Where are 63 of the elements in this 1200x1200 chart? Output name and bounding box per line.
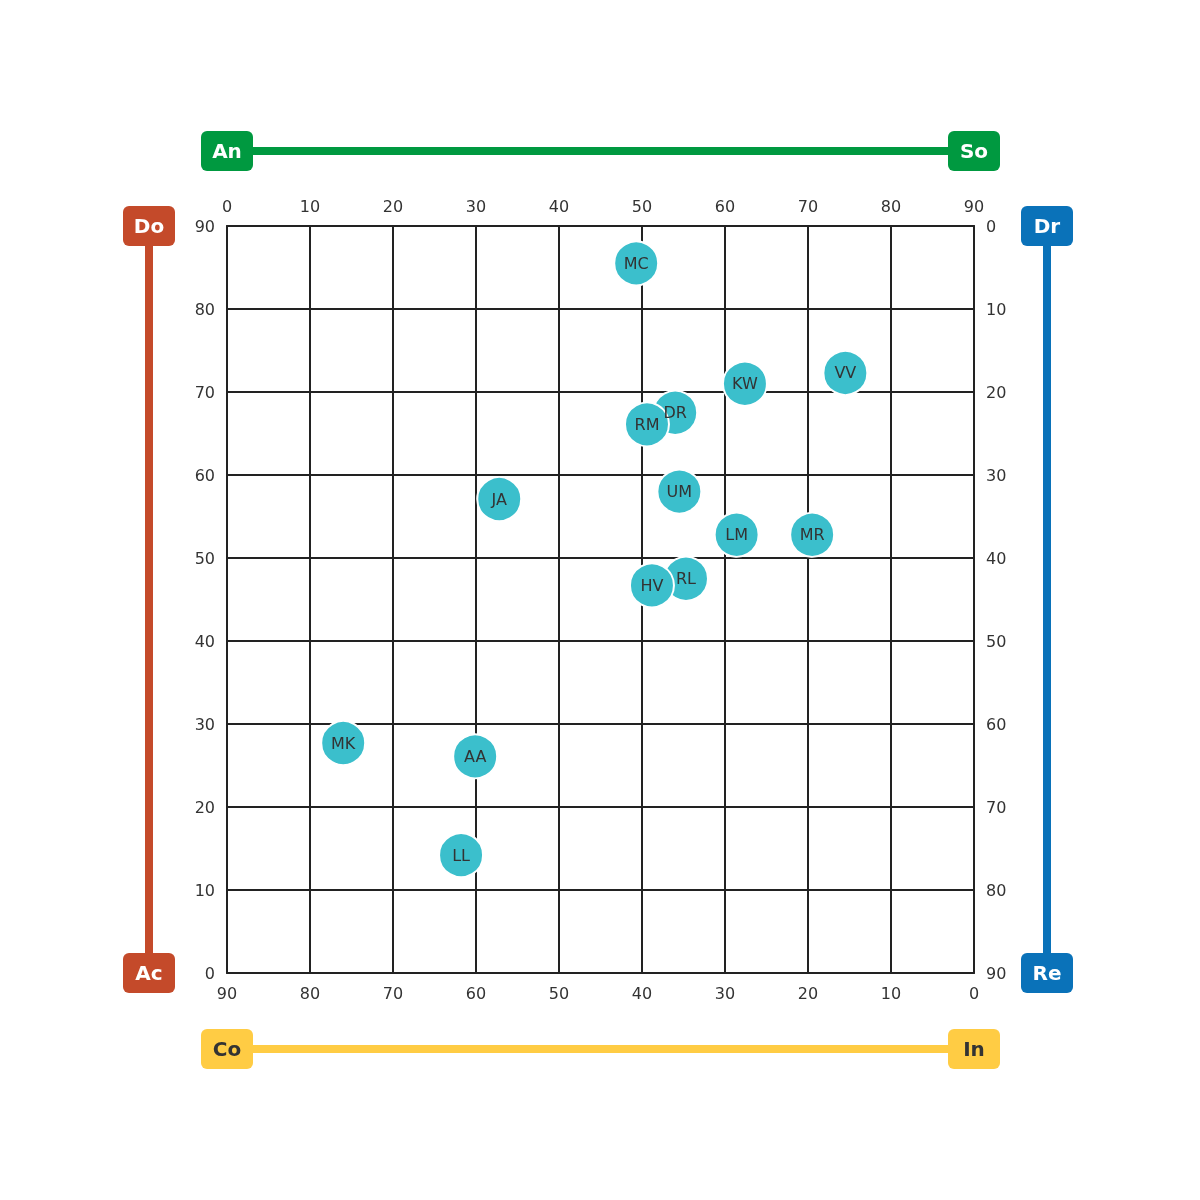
y2-tick-label: 50 — [986, 631, 1007, 651]
series-label: VV — [834, 363, 857, 383]
x-tick-label: 0 — [968, 983, 980, 1003]
series-label: RM — [634, 414, 660, 434]
series-label: JA — [490, 489, 507, 509]
y-tick-label: 50 — [194, 548, 215, 568]
x-tick-label: 70 — [382, 983, 404, 1003]
x2-tick-label: 90 — [963, 196, 985, 216]
series-label: MK — [331, 733, 356, 753]
text: In — [948, 1029, 1000, 1069]
y2-tick-label: 60 — [986, 714, 1007, 734]
y2-tick-label: 40 — [986, 548, 1007, 568]
y-tick-label: 10 — [194, 880, 215, 900]
y-tick-label: 20 — [194, 797, 215, 817]
y2-tick-label: 90 — [986, 963, 1007, 983]
y-tick-label: 70 — [194, 382, 215, 402]
series-label: KW — [732, 374, 758, 394]
text: Re — [1021, 953, 1073, 993]
series-label: MR — [799, 525, 825, 545]
y-tick-label: 60 — [194, 465, 215, 485]
x2-tick-label: 40 — [548, 196, 570, 216]
text: An — [201, 131, 253, 171]
x-tick-label: 50 — [548, 983, 570, 1003]
text: Do — [123, 206, 175, 246]
y-tick-label: 0 — [204, 963, 215, 983]
x-tick-label: 80 — [299, 983, 321, 1003]
x2-tick-label: 0 — [221, 196, 233, 216]
x2-tick-label: 10 — [299, 196, 321, 216]
y2-tick-label: 0 — [986, 216, 997, 236]
x2-tick-label: 60 — [714, 196, 736, 216]
y-tick-label: 40 — [194, 631, 215, 651]
series-label: RL — [675, 569, 697, 589]
series-label: LL — [452, 845, 471, 865]
x2-tick-label: 30 — [465, 196, 487, 216]
x2-tick-label: 70 — [797, 196, 819, 216]
y2-tick-label: 80 — [986, 880, 1007, 900]
x-tick-label: 40 — [631, 983, 653, 1003]
x-tick-label: 20 — [797, 983, 819, 1003]
x2-tick-label: 20 — [382, 196, 404, 216]
text: Co — [201, 1029, 253, 1069]
y2-tick-label: 20 — [986, 382, 1007, 402]
series-label: MC — [623, 253, 649, 273]
series-label: HV — [640, 575, 664, 595]
y2-tick-label: 70 — [986, 797, 1007, 817]
x-tick-label: 60 — [465, 983, 487, 1003]
y2-tick-label: 10 — [986, 299, 1007, 319]
x2-tick-label: 50 — [631, 196, 653, 216]
text: Ac — [123, 953, 175, 993]
y2-tick-label: 30 — [986, 465, 1007, 485]
x2-tick-label: 80 — [880, 196, 902, 216]
text: Dr — [1021, 206, 1073, 246]
point — [438, 832, 485, 879]
series-label: LM — [725, 525, 748, 545]
y-tick-label: 30 — [194, 714, 215, 734]
text: So — [948, 131, 1000, 171]
y-tick-label: 80 — [194, 299, 215, 319]
x-tick-label: 30 — [714, 983, 736, 1003]
y-tick-label: 90 — [194, 216, 215, 236]
series-label: UM — [666, 482, 693, 502]
series-label: AA — [464, 746, 487, 766]
x-tick-label: 10 — [880, 983, 902, 1003]
series-label: DR — [663, 403, 687, 423]
x-tick-label: 90 — [216, 983, 238, 1003]
